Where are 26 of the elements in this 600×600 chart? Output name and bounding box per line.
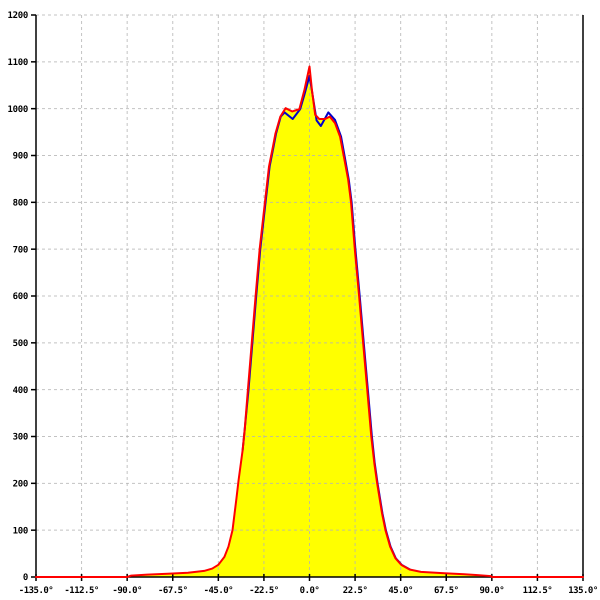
x-tick-label: -45.0° xyxy=(204,586,234,596)
x-tick-label: 0.0° xyxy=(300,586,320,596)
y-tick-label: 500 xyxy=(12,338,28,349)
y-tick-label: 200 xyxy=(12,479,28,490)
x-tick-label: -22.5° xyxy=(249,586,279,596)
x-tick-label: 112.5° xyxy=(522,586,552,596)
y-tick-label: 900 xyxy=(12,152,28,162)
x-tick-label: -112.5° xyxy=(64,586,99,596)
y-tick-label: 1200 xyxy=(8,11,28,22)
x-tick-label: -90.0° xyxy=(112,586,142,596)
x-tick-label: 67.5° xyxy=(434,586,459,596)
x-tick-label: 135.0° xyxy=(568,586,598,596)
y-tick-label: 300 xyxy=(12,432,28,443)
y-tick-label: 700 xyxy=(12,245,28,256)
y-tick-label: 400 xyxy=(12,386,28,396)
y-tick-label: 1000 xyxy=(8,104,28,115)
y-tick-label: 600 xyxy=(12,292,28,302)
x-tick-label: 45.0° xyxy=(388,586,414,596)
x-tick-label: 22.5° xyxy=(342,586,368,596)
x-tick-label: -135.0° xyxy=(18,586,54,596)
x-tick-label: 90.0° xyxy=(480,586,504,596)
y-tick-label: 1100 xyxy=(8,58,28,68)
y-tick-label: 100 xyxy=(12,526,28,536)
y-tick-label: 0 xyxy=(22,573,28,584)
y-tick-label: 800 xyxy=(12,198,28,208)
x-tick-label: -67.5° xyxy=(158,586,188,596)
